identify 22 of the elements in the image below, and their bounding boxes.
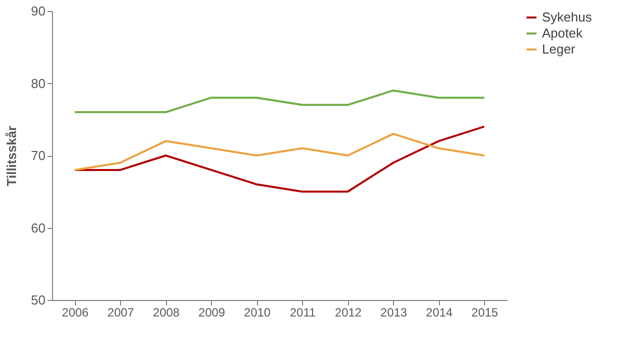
line-series [74,89,486,114]
x-tick-label: 2011 [290,306,316,320]
y-tick-label: 50 [31,292,46,308]
y-tick-label: 70 [31,148,46,163]
x-tick-label: 2015 [471,306,498,320]
y-tick-label: 80 [31,76,46,91]
y-tick-label: 60 [31,220,46,236]
legend-label: Leger [542,42,576,56]
x-tick-label: 2013 [380,306,408,320]
line-series [74,126,486,193]
y-tick-label: 90 [31,4,46,18]
line-series [74,132,486,171]
x-tick-label: 2010 [244,306,271,320]
x-tick-label: 2008 [152,306,180,320]
x-tick-label: 2006 [62,306,89,320]
x-tick-label: 2009 [198,306,226,320]
x-tick-label: 2014 [426,306,453,320]
y-axis-title: Tillitsskår [4,126,20,186]
legend-label: Sykehus [542,10,592,24]
x-tick-label: 2012 [334,306,362,320]
legend-label: Apotek [542,26,583,40]
x-tick-label: 2007 [107,306,134,320]
